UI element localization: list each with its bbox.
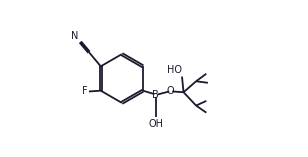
Text: HO: HO	[168, 65, 182, 75]
Text: O: O	[167, 87, 175, 96]
Text: OH: OH	[148, 119, 163, 129]
Text: F: F	[82, 87, 87, 96]
Text: B: B	[152, 90, 159, 100]
Text: N: N	[71, 31, 78, 41]
